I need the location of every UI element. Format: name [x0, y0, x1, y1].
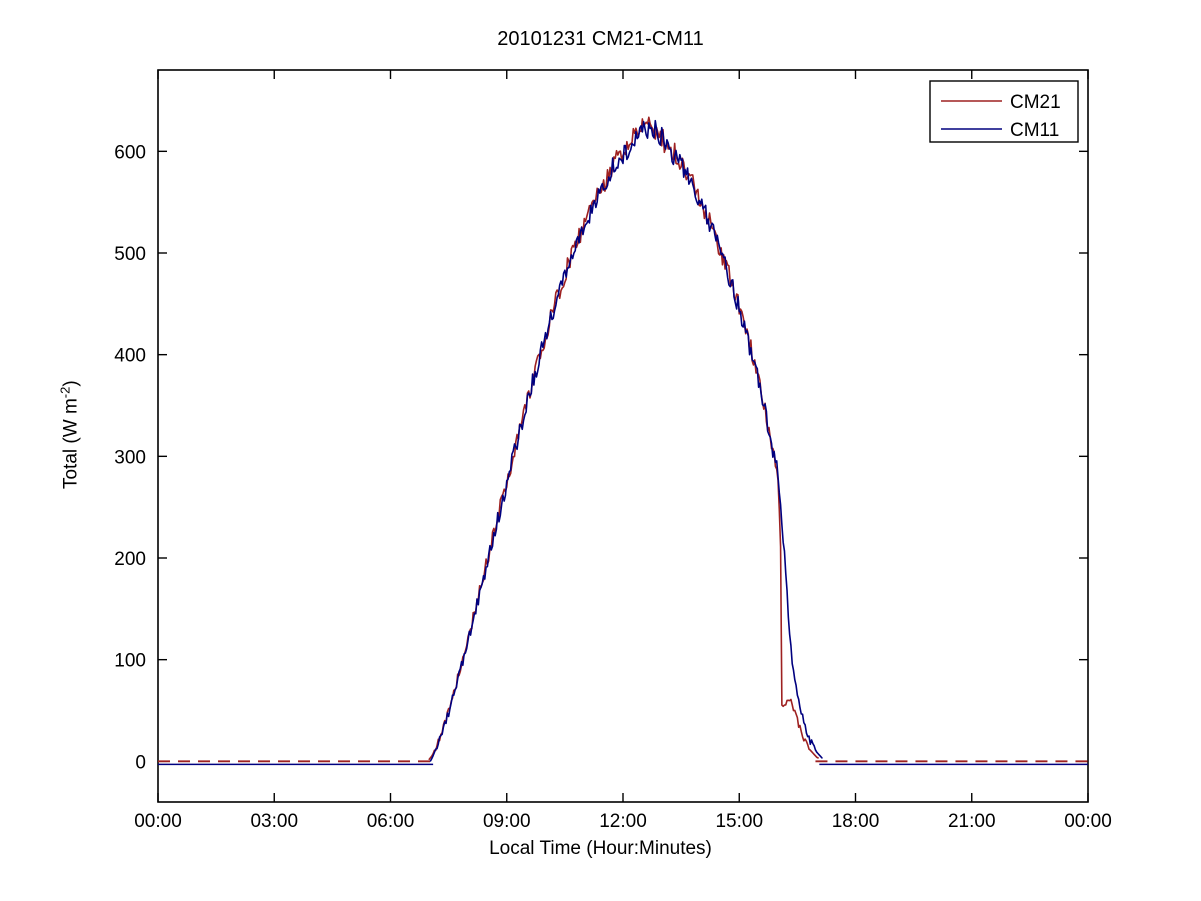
- y-axis-label-tail: ): [60, 380, 82, 387]
- x-tick-label: 09:00: [483, 811, 531, 832]
- x-tick-label: 00:00: [134, 811, 182, 832]
- legend[interactable]: CM21 CM11: [929, 80, 1079, 143]
- x-axis-ticks: 00:00 03:00 06:00 09:00 12:00 15:00 18:00 21:00…: [134, 70, 1112, 832]
- plot-frame: [157, 69, 1089, 803]
- y-tick-label: 300: [114, 447, 146, 468]
- y-tick-label: 400: [114, 346, 146, 367]
- chart-title: 20101231 CM21-CM11: [497, 28, 704, 50]
- legend-label-cm21: CM21: [1010, 92, 1061, 113]
- y-tick-label: 200: [114, 549, 146, 570]
- x-axis-label: Local Time (Hour:Minutes): [489, 838, 712, 859]
- y-tick-label: 0: [135, 752, 146, 773]
- y-axis-label-text: Total (W m: [60, 398, 82, 490]
- x-tick-label: 03:00: [250, 811, 298, 832]
- y-axis-label-exponent: -2: [57, 386, 73, 399]
- x-tick-label: 21:00: [948, 811, 996, 832]
- legend-box: [929, 80, 1079, 143]
- y-tick-label: 100: [114, 651, 146, 672]
- x-tick-label: 18:00: [832, 811, 880, 832]
- y-axis-ticks: 0 100 200 300 400 500 600: [114, 142, 1088, 773]
- legend-label-cm11: CM11: [1010, 120, 1059, 141]
- y-tick-label: 500: [114, 244, 146, 265]
- series-line-cm11: [429, 119, 823, 762]
- data-series-layer: [158, 116, 1088, 766]
- y-tick-label: 600: [114, 142, 146, 163]
- x-tick-label: 00:00: [1064, 811, 1112, 832]
- x-tick-label: 12:00: [599, 811, 647, 832]
- x-tick-label: 15:00: [715, 811, 763, 832]
- y-axis-label: Total (W m-2): [57, 305, 82, 565]
- x-tick-label: 06:00: [367, 811, 415, 832]
